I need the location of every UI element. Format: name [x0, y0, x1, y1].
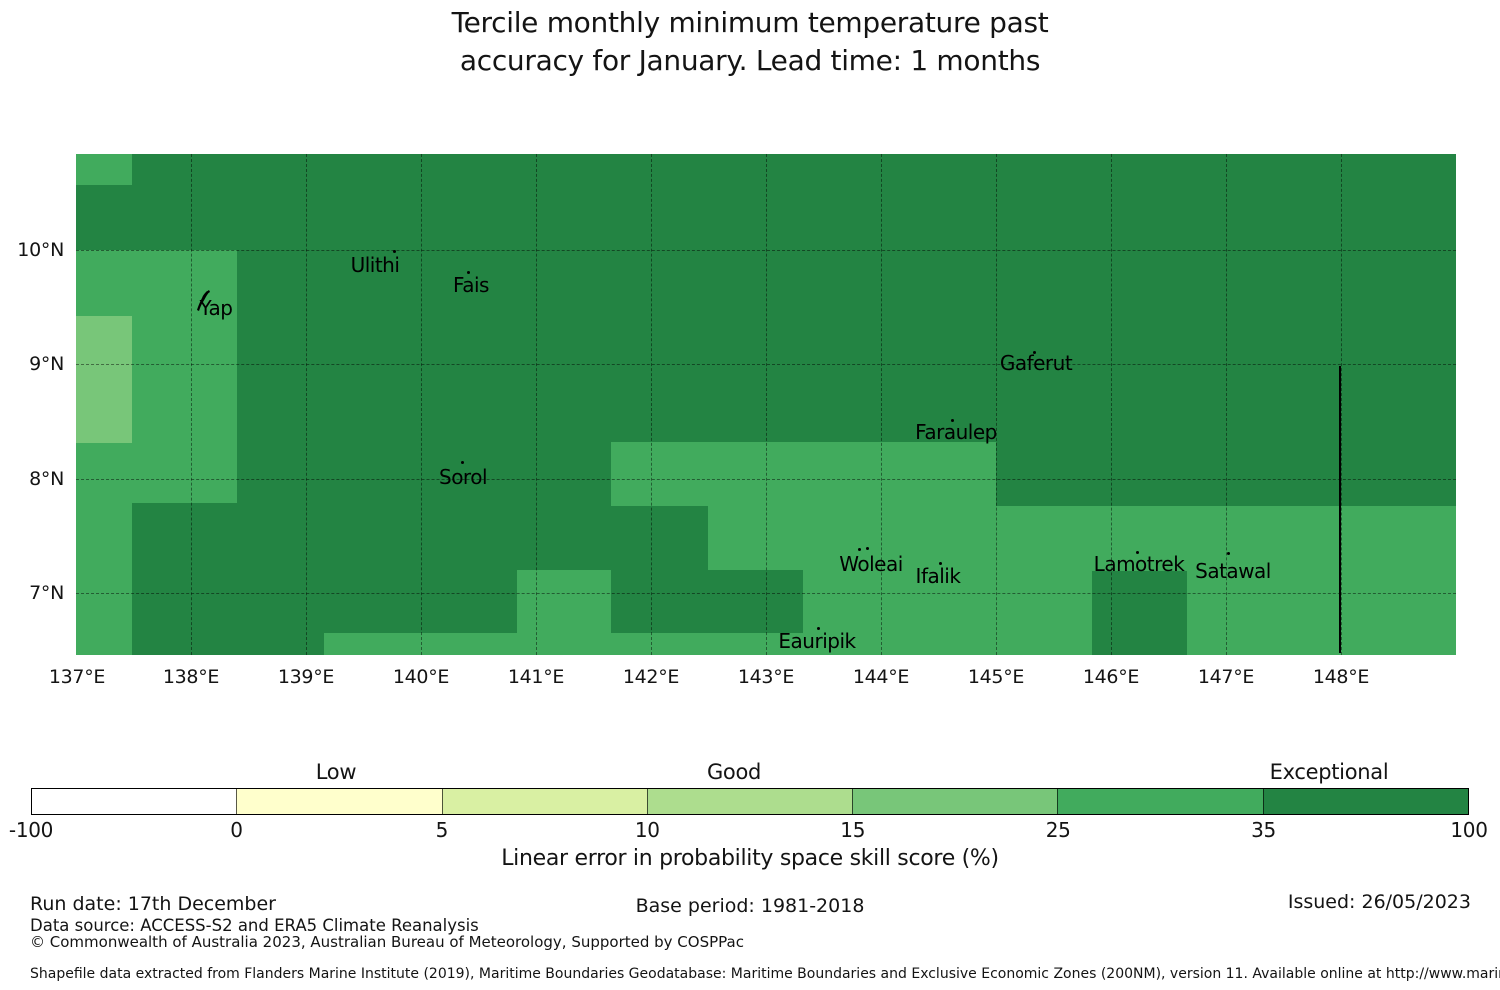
map-region-dark [1092, 571, 1187, 655]
gridline-vertical [306, 154, 307, 655]
colorbar-segment [1057, 789, 1263, 814]
x-axis-tick-label: 148°E [1312, 666, 1370, 688]
map-region-medium [76, 443, 132, 655]
map-region-medium [132, 250, 237, 503]
run-date-text: Run date: 17th December [30, 893, 276, 915]
island-marker-dot [817, 627, 820, 630]
island-label-lamotrek: Lamotrek [1093, 552, 1185, 576]
colorbar-segment [646, 789, 853, 814]
x-axis-tick-label: 141°E [507, 666, 565, 688]
island-marker-dot [461, 461, 464, 464]
island-label-yap: Yap [199, 296, 233, 320]
island-marker-dot [393, 250, 396, 253]
island-marker-dot [467, 271, 470, 274]
tier-label-low: Low [315, 760, 357, 784]
map-region-medium [324, 633, 803, 655]
island-marker-dot [1033, 351, 1036, 354]
x-axis-tick-label: 144°E [852, 666, 910, 688]
yap-island-shape [194, 290, 212, 316]
island-marker-dot [951, 419, 954, 422]
map-region-light [76, 316, 132, 443]
map-region-medium [76, 154, 132, 185]
shapefile-attribution-text: Shapefile data extracted from Flanders M… [30, 966, 1500, 982]
x-axis-tick-label: 139°E [277, 666, 335, 688]
tier-label-good: Good [706, 760, 762, 784]
colorbar-segment [852, 789, 1058, 814]
map-region-medium [76, 250, 132, 316]
colorbar-tick-label: 100 [1450, 818, 1488, 842]
data-source-text: Data source: ACCESS-S2 and ERA5 Climate … [30, 916, 479, 935]
gridline-vertical [1341, 154, 1342, 655]
island-label-satawal: Satawal [1195, 559, 1271, 583]
gridline-vertical [536, 154, 537, 655]
island-label-sorol: Sorol [438, 465, 488, 489]
x-axis-tick-label: 140°E [392, 666, 450, 688]
colorbar-tick-label: 35 [1251, 818, 1276, 842]
map-area: Ulithi Fais Yap Gaferut Faraulep Sorol Woleai I… [76, 154, 1456, 655]
island-label-eauripik: Eauripik [778, 629, 856, 653]
island-marker-dot [1136, 551, 1139, 554]
x-axis-tick-label: 143°E [737, 666, 795, 688]
eez-boundary-line [1339, 366, 1341, 653]
gridline-vertical [766, 154, 767, 655]
gridline-horizontal [76, 479, 1456, 480]
x-axis-tick-label: 137°E [48, 666, 106, 688]
x-axis-tick-label: 146°E [1082, 666, 1140, 688]
colorbar-tick-label: 25 [1045, 818, 1071, 842]
gridline-vertical [421, 154, 422, 655]
chart-title: Tercile monthly minimum temperature past… [0, 4, 1500, 80]
gridline-vertical [651, 154, 652, 655]
issued-date-text: Issued: 26/05/2023 [1287, 891, 1471, 913]
gridline-vertical [996, 154, 997, 655]
gridline-vertical [881, 154, 882, 655]
colorbar-segment [1262, 789, 1468, 814]
island-label-ulithi: Ulithi [350, 253, 400, 277]
chart-title-line1: Tercile monthly minimum temperature past [451, 6, 1049, 39]
gridline-horizontal [76, 364, 1456, 365]
x-axis-tick-label: 145°E [967, 666, 1025, 688]
island-marker-dot [858, 548, 861, 551]
colorbar-axis-label: Linear error in probability space skill … [501, 846, 999, 871]
base-period-text: Base period: 1981-2018 [635, 895, 865, 917]
gridline-vertical [1226, 154, 1227, 655]
island-marker-dot [866, 547, 869, 550]
y-axis-tick-label: 10°N [17, 239, 64, 261]
island-marker-dot [1227, 552, 1230, 555]
colorbar-segment [236, 789, 442, 814]
tier-label-exceptional: Exceptional [1269, 760, 1389, 784]
y-axis-tick-label: 7°N [29, 582, 64, 604]
copyright-text: © Commonwealth of Australia 2023, Austra… [30, 933, 744, 951]
x-axis-tick-label: 147°E [1197, 666, 1255, 688]
island-label-woleai: Woleai [839, 552, 903, 576]
y-axis-tick-label: 8°N [29, 468, 64, 490]
colorbar-tick-label: -100 [8, 818, 54, 842]
island-label-fais: Fais [453, 273, 489, 297]
chart-title-line2: accuracy for January. Lead time: 1 month… [459, 44, 1041, 77]
colorbar-tick-label: 5 [435, 818, 449, 842]
gridline-vertical [191, 154, 192, 655]
colorbar-tick-label: 15 [840, 818, 866, 842]
colorbar-segment [441, 789, 647, 814]
colorbar-tick-label: 0 [230, 818, 243, 842]
colorbar-tick-label: 10 [634, 818, 660, 842]
gridline-horizontal [76, 593, 1456, 594]
island-label-gaferut: Gaferut [999, 351, 1073, 375]
island-marker-dot [939, 562, 942, 565]
island-label-faraulep: Faraulep [915, 420, 997, 444]
colorbar-segment [32, 789, 237, 814]
map-region-medium [708, 506, 1456, 570]
x-axis-tick-label: 138°E [162, 666, 220, 688]
island-label-ifalik: Ifalik [915, 564, 961, 588]
y-axis-tick-label: 9°N [29, 353, 64, 375]
x-axis-tick-label: 142°E [622, 666, 680, 688]
gridline-horizontal [76, 250, 1456, 251]
map-region-medium [611, 442, 996, 506]
gridline-vertical [1111, 154, 1112, 655]
colorbar [31, 788, 1469, 815]
